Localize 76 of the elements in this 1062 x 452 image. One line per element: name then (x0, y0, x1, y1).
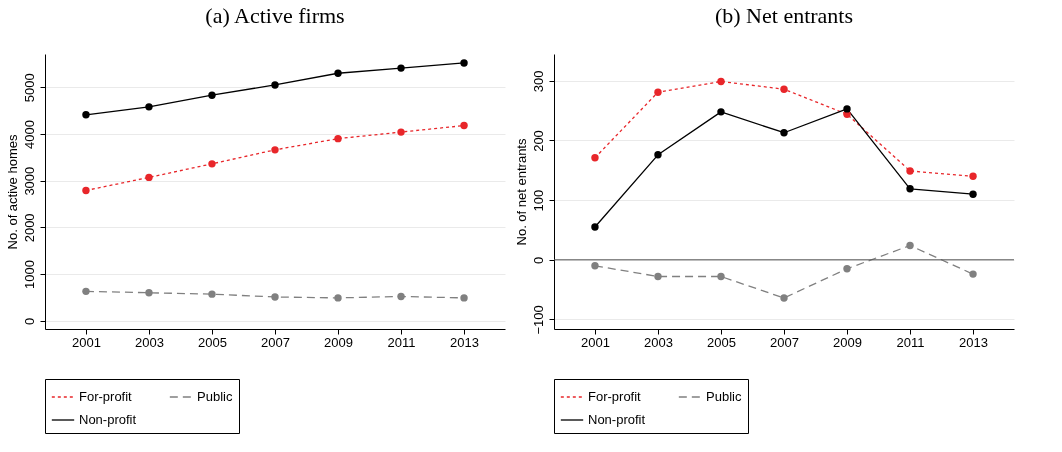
legend-label: Non-profit (588, 412, 646, 427)
point (654, 272, 662, 281)
x-tick-label: 2001 (72, 334, 101, 350)
y-tick-label: 4000 (21, 120, 37, 149)
point (906, 241, 914, 250)
point (460, 294, 468, 302)
point (717, 272, 725, 281)
point (969, 172, 977, 180)
chart-title: (a) Active firms (205, 3, 345, 28)
y-tick-label: 300 (530, 70, 546, 93)
y-axis-title: No. of net entrants (513, 138, 529, 246)
x-tick-label: 2011 (896, 334, 925, 350)
legend-label: Non-profit (79, 412, 137, 427)
point (906, 185, 914, 193)
point (654, 151, 662, 159)
point (82, 287, 90, 296)
point (843, 105, 851, 113)
x-tick-label: 2009 (324, 334, 353, 350)
point (780, 85, 788, 93)
x-tick-label: 2013 (450, 334, 479, 350)
point (271, 81, 279, 89)
point (460, 121, 468, 130)
point (591, 154, 599, 162)
y-tick-label: 3000 (21, 166, 37, 196)
point (397, 64, 405, 72)
point (780, 129, 788, 137)
point (780, 294, 788, 302)
point (145, 289, 153, 297)
point (591, 262, 599, 270)
point (208, 290, 216, 298)
y-tick-label: 0 (530, 256, 546, 264)
x-tick-label: 2013 (959, 334, 988, 350)
x-tick-label: 2001 (581, 334, 610, 350)
chart-title: (b) Net entrants (714, 3, 854, 28)
point (208, 91, 216, 99)
point (397, 292, 405, 301)
y-tick-label: 2000 (21, 213, 37, 243)
point (654, 88, 662, 96)
y-tick-label: 1000 (21, 260, 37, 290)
point (717, 108, 725, 116)
point (717, 77, 725, 86)
point (82, 111, 90, 119)
point (82, 186, 90, 195)
x-tick-label: 2003 (135, 334, 164, 350)
point (591, 223, 599, 231)
point (334, 294, 342, 302)
legend-label: For-profit (79, 389, 133, 404)
x-tick-label: 2007 (261, 334, 290, 350)
y-axis-title: No. of active homes (4, 134, 20, 250)
point (397, 128, 405, 136)
point (906, 167, 914, 175)
x-tick-label: 2007 (770, 334, 799, 350)
y-tick-label: 200 (530, 130, 546, 152)
y-tick-label: 5000 (21, 73, 37, 103)
point (145, 103, 153, 111)
y-tick-label: −100 (530, 305, 546, 335)
point (969, 270, 977, 278)
x-tick-label: 2005 (707, 334, 736, 350)
legend-label: For-profit (588, 389, 642, 404)
point (843, 265, 851, 273)
x-tick-label: 2009 (833, 334, 862, 350)
point (334, 69, 342, 77)
y-tick-label: 100 (530, 189, 546, 212)
point (334, 134, 342, 143)
y-tick-label: 0 (21, 317, 37, 325)
x-tick-label: 2011 (387, 334, 416, 350)
point (271, 146, 279, 154)
point (460, 59, 468, 67)
x-tick-label: 2005 (198, 334, 227, 350)
legend-label: Public (197, 389, 233, 404)
point (145, 173, 153, 182)
point (208, 160, 216, 168)
legend-label: Public (706, 389, 742, 404)
point (271, 293, 279, 301)
x-tick-label: 2003 (644, 334, 673, 350)
point (969, 190, 977, 198)
